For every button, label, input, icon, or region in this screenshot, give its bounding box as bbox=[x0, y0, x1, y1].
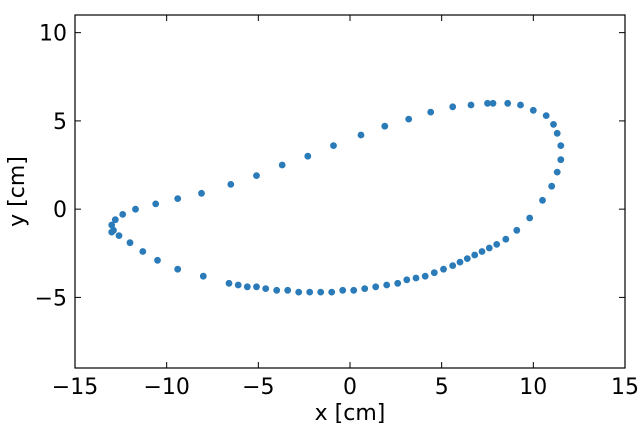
data-point bbox=[126, 239, 134, 247]
data-point bbox=[372, 283, 380, 291]
data-point bbox=[456, 258, 464, 266]
x-tick-label: −10 bbox=[143, 375, 189, 400]
data-point bbox=[513, 226, 521, 234]
data-point bbox=[152, 200, 160, 208]
data-point bbox=[278, 161, 286, 169]
data-point bbox=[403, 276, 411, 284]
data-point bbox=[108, 228, 116, 236]
data-point bbox=[553, 129, 561, 137]
x-tick-label: 10 bbox=[519, 375, 547, 400]
data-point bbox=[295, 288, 303, 296]
x-tick-label: 5 bbox=[435, 375, 449, 400]
data-point bbox=[243, 283, 251, 291]
data-point bbox=[284, 286, 292, 294]
data-point bbox=[304, 152, 312, 160]
data-point bbox=[529, 106, 537, 114]
data-point bbox=[357, 131, 365, 139]
data-point bbox=[412, 274, 420, 282]
data-point bbox=[557, 156, 565, 164]
data-point bbox=[108, 221, 116, 229]
data-point bbox=[478, 248, 486, 255]
data-point bbox=[383, 281, 391, 289]
data-point bbox=[484, 99, 491, 107]
data-point bbox=[132, 205, 139, 213]
data-point bbox=[430, 269, 438, 277]
data-point bbox=[427, 108, 435, 116]
y-axis-label: y [cm] bbox=[5, 156, 30, 227]
data-point bbox=[485, 244, 493, 252]
x-tick-label: 0 bbox=[343, 375, 357, 400]
x-axis-label: x [cm] bbox=[315, 401, 386, 426]
data-point bbox=[139, 248, 147, 255]
x-tick-label: −5 bbox=[242, 375, 274, 400]
data-point bbox=[339, 286, 347, 294]
data-point bbox=[493, 241, 501, 248]
data-point bbox=[489, 99, 497, 107]
data-point bbox=[198, 189, 205, 197]
data-points bbox=[108, 99, 565, 296]
data-point bbox=[111, 216, 119, 224]
data-point bbox=[440, 265, 447, 273]
axis-ticks bbox=[74, 15, 626, 368]
data-point bbox=[502, 235, 510, 243]
data-point bbox=[381, 122, 389, 130]
data-point bbox=[550, 121, 557, 128]
data-point bbox=[273, 286, 281, 294]
data-point bbox=[227, 181, 235, 188]
data-point bbox=[361, 285, 369, 292]
data-point bbox=[539, 196, 546, 204]
data-point bbox=[262, 285, 270, 292]
data-point bbox=[405, 115, 413, 123]
data-point bbox=[463, 255, 471, 262]
data-point bbox=[154, 256, 161, 264]
data-point bbox=[317, 288, 325, 296]
data-point bbox=[115, 232, 123, 240]
data-point bbox=[557, 142, 565, 150]
data-point bbox=[306, 288, 314, 296]
data-point bbox=[234, 281, 242, 289]
data-point bbox=[504, 99, 512, 107]
x-tick-label: −15 bbox=[52, 375, 98, 400]
data-point bbox=[471, 251, 479, 259]
x-tick-labels: −15 −10 −5 0 5 10 15 bbox=[52, 375, 639, 400]
data-point bbox=[449, 262, 457, 269]
data-point bbox=[328, 288, 336, 296]
data-point bbox=[199, 272, 207, 280]
y-tick-label: 10 bbox=[39, 22, 67, 47]
y-tick-label: 5 bbox=[53, 110, 67, 135]
data-point bbox=[394, 279, 402, 287]
data-point bbox=[330, 142, 337, 150]
y-tick-label: 0 bbox=[53, 198, 67, 223]
data-point bbox=[350, 286, 358, 294]
data-point bbox=[449, 103, 457, 111]
plot-frame bbox=[74, 14, 626, 369]
data-point bbox=[517, 101, 524, 109]
data-point bbox=[542, 112, 550, 119]
data-point bbox=[253, 172, 260, 180]
y-tick-labels: −5 0 5 10 bbox=[35, 22, 67, 312]
y-tick-label: −5 bbox=[35, 286, 67, 311]
data-point bbox=[421, 272, 429, 280]
data-point bbox=[174, 265, 182, 273]
data-point bbox=[467, 101, 475, 109]
data-point bbox=[553, 168, 561, 176]
data-point bbox=[526, 214, 534, 222]
data-point bbox=[253, 283, 260, 291]
data-point bbox=[548, 182, 556, 190]
x-tick-label: 15 bbox=[611, 375, 639, 400]
data-point bbox=[119, 211, 127, 218]
data-point bbox=[174, 195, 182, 203]
data-point bbox=[225, 279, 233, 287]
